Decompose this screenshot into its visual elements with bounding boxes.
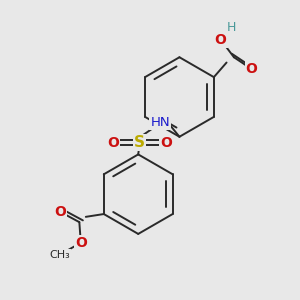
Text: O: O (54, 205, 66, 219)
Text: HN: HN (151, 116, 170, 128)
Text: CH₃: CH₃ (50, 250, 70, 260)
Text: O: O (246, 62, 257, 76)
Text: S: S (134, 135, 145, 150)
Text: O: O (160, 136, 172, 150)
Text: O: O (215, 33, 226, 46)
Text: O: O (107, 136, 119, 150)
Text: O: O (75, 236, 87, 250)
Text: H: H (226, 21, 236, 34)
